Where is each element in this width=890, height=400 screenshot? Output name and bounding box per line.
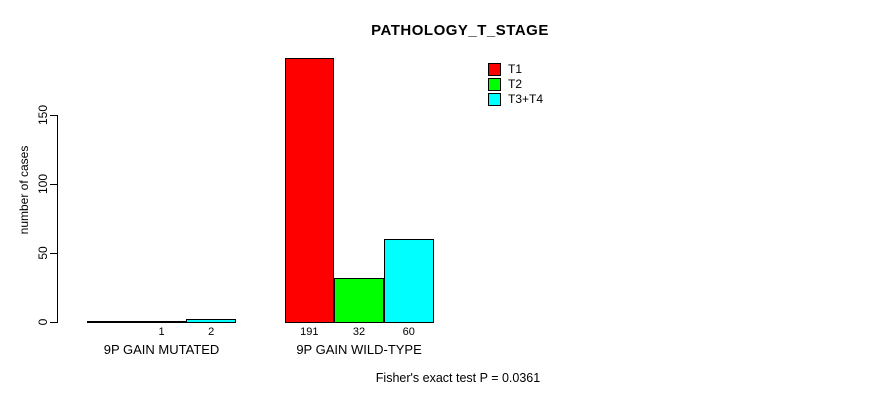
legend-label: T1 [508,62,523,76]
x-axis-category-label-9p-gain-mutated: 9P GAIN MUTATED [103,342,220,357]
bar-value-label: 32 [352,326,366,338]
y-axis-line [57,115,58,323]
bar-value-label: 2 [208,326,215,338]
y-axis-tick-label: 50 [36,246,50,260]
bar-t1-9p-gain-wild-type [284,58,335,323]
legend-item-t3-t4: T3+T4 [488,92,543,107]
legend: T1 T2 T3+T4 [488,62,543,107]
y-axis-tick [50,253,57,254]
y-axis-title: number of cases [17,145,31,235]
legend-label: T2 [508,77,523,91]
legend-item-t2: T2 [488,77,543,92]
fisher-test-annotation: Fisher's exact test P = 0.0361 [375,371,541,385]
bar-t1-9p-gain-mutated [87,321,137,323]
y-axis-tick [50,115,57,116]
y-axis-tick-label: 0 [36,318,50,326]
bar-t2-9p-gain-wild-type [334,278,384,323]
y-axis-tick-label: 100 [36,173,50,195]
y-axis-tick-label: 150 [36,104,50,126]
chart-title: PATHOLOGY_T_STAGE [371,22,549,39]
legend-swatch-t1 [488,63,501,76]
y-axis-tick [50,184,57,185]
x-axis-category-label-9p-gain-wild-type: 9P GAIN WILD-TYPE [296,342,422,357]
legend-swatch-t3-t4 [488,93,501,106]
bar-t2-9p-gain-mutated [136,321,187,323]
legend-swatch-t2 [488,78,501,91]
bar-t3-t4-9p-gain-mutated [186,319,237,323]
y-axis-tick [50,322,57,323]
legend-item-t1: T1 [488,62,543,77]
bar-t3-t4-9p-gain-wild-type [383,239,434,323]
bar-value-label: 191 [300,326,319,338]
bar-value-label: 1 [158,326,165,338]
bar-value-label: 60 [402,326,415,338]
legend-label: T3+T4 [508,92,544,106]
